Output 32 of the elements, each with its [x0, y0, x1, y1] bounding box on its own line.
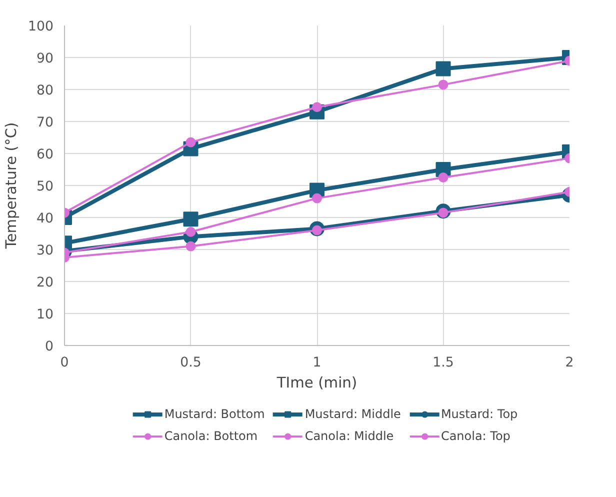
y-tick-label: 20 — [36, 276, 54, 290]
legend-label: Mustard: Top — [440, 407, 518, 421]
y-tick-label: 30 — [36, 244, 54, 258]
y-tick-label: 50 — [36, 180, 54, 194]
y-tick-label: 90 — [36, 52, 54, 66]
y-tick-label: 80 — [36, 84, 54, 98]
y-axis-title: Temperature (°C) — [3, 122, 20, 250]
y-tick-label: 40 — [36, 212, 54, 226]
y-tick-label: 10 — [36, 308, 54, 322]
point — [438, 80, 448, 90]
legend-label: Canola: Top — [440, 429, 510, 443]
y-tick-label: 70 — [36, 116, 54, 130]
point — [186, 137, 196, 148]
x-tick-label: 0.5 — [180, 356, 202, 370]
x-axis-title: TIme (min) — [276, 374, 358, 392]
point — [438, 172, 448, 182]
x-tick-label: 2 — [565, 356, 574, 370]
point — [436, 61, 451, 76]
legend-label: Mustard: Middle — [304, 407, 401, 421]
x-tick-label: 0 — [60, 356, 69, 370]
point — [186, 241, 196, 252]
legend-label: Canola: Middle — [304, 429, 394, 443]
point — [312, 193, 322, 204]
y-tick-label: 60 — [36, 148, 54, 162]
x-tick-label: 1.5 — [432, 356, 454, 370]
legend-label: Mustard: Bottom — [164, 407, 265, 421]
y-tick-label: 100 — [28, 20, 54, 34]
y-tick-label: 0 — [45, 340, 54, 354]
point — [183, 212, 198, 227]
x-tick-label: 1 — [312, 356, 322, 370]
legend-label: Canola: Bottom — [164, 429, 258, 443]
point — [186, 226, 196, 237]
